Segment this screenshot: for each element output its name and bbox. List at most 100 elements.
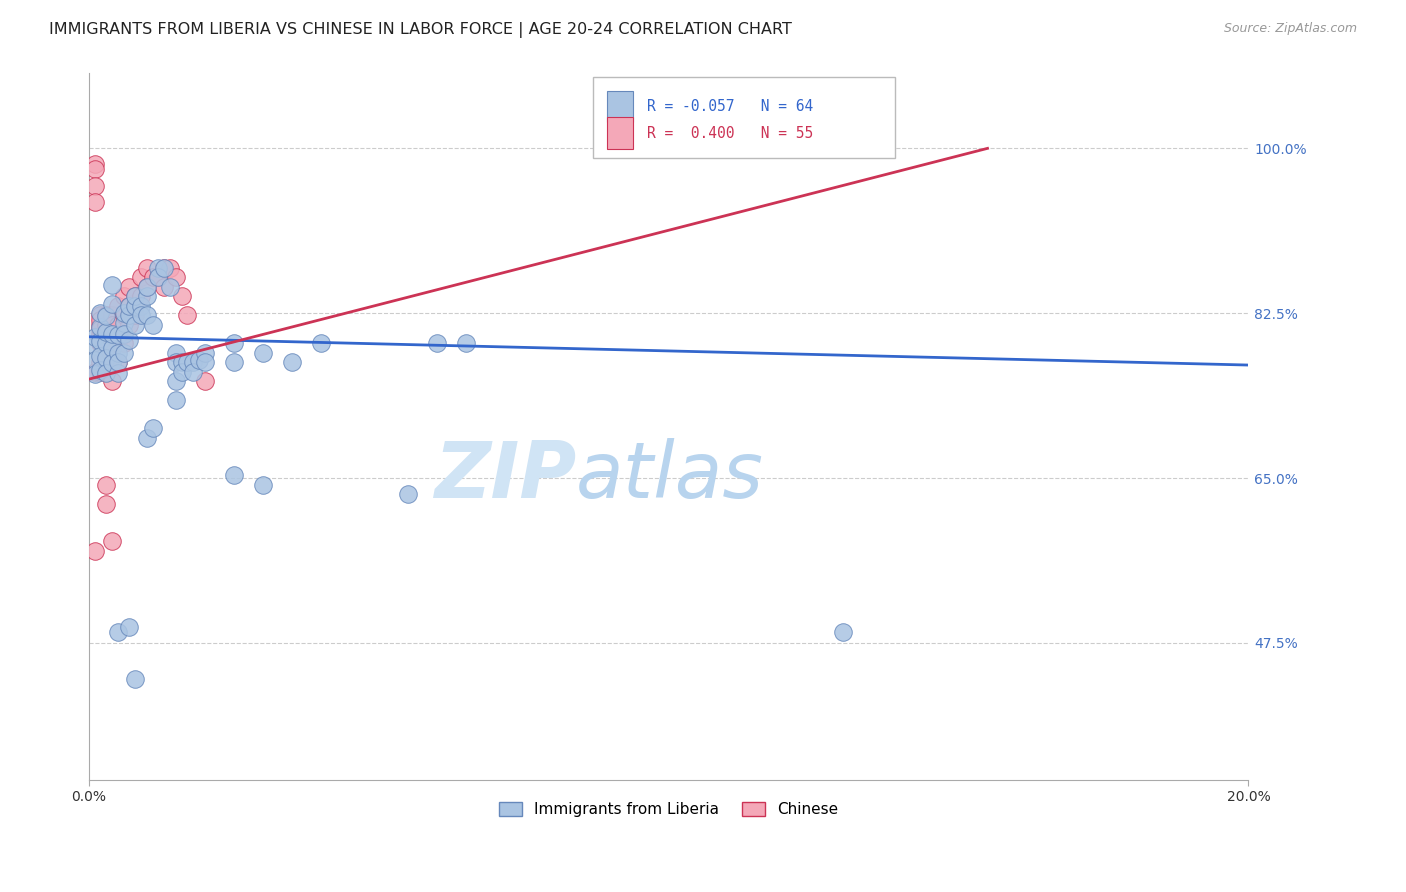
Point	[129, 299, 152, 313]
Point	[194, 355, 217, 369]
Point	[89, 308, 111, 322]
Point	[101, 355, 124, 369]
Point	[773, 141, 796, 155]
Point	[101, 297, 124, 311]
Point	[89, 306, 111, 320]
Point	[112, 289, 135, 303]
Point	[107, 366, 129, 380]
Point	[89, 349, 111, 363]
Point	[83, 368, 105, 382]
Point	[165, 392, 187, 407]
Point	[112, 336, 135, 351]
Point	[94, 366, 117, 380]
Point	[101, 318, 124, 332]
Point	[89, 365, 111, 379]
Point	[181, 355, 204, 369]
Point	[112, 308, 135, 322]
Point	[170, 355, 193, 369]
Point	[135, 431, 157, 445]
Point	[141, 421, 163, 435]
Point	[89, 336, 111, 351]
Point	[153, 260, 176, 275]
Point	[124, 318, 146, 332]
Point	[101, 326, 124, 341]
Point	[159, 260, 181, 275]
Point	[118, 280, 141, 294]
Point	[83, 339, 105, 353]
Text: R =  0.400   N = 55: R = 0.400 N = 55	[647, 126, 813, 141]
Point	[129, 289, 152, 303]
Point	[94, 336, 117, 351]
Point	[89, 320, 111, 334]
Point	[83, 330, 105, 344]
Point	[129, 308, 152, 322]
Point	[94, 346, 117, 360]
Point	[252, 477, 274, 491]
Point	[148, 260, 170, 275]
Point	[176, 308, 198, 322]
Point	[124, 299, 146, 313]
Point	[194, 374, 217, 388]
Point	[124, 289, 146, 303]
Point	[112, 306, 135, 320]
Point	[94, 325, 117, 339]
Point	[94, 365, 117, 379]
Point	[107, 624, 129, 639]
Point	[94, 318, 117, 332]
Point	[153, 260, 176, 275]
Point	[148, 270, 170, 285]
Point	[194, 346, 217, 360]
Point	[396, 487, 419, 501]
Point	[94, 497, 117, 511]
Point	[89, 334, 111, 349]
Point	[101, 374, 124, 388]
Point	[148, 270, 170, 285]
Point	[222, 336, 245, 351]
Point	[118, 620, 141, 634]
Point	[135, 280, 157, 294]
Point	[94, 309, 117, 323]
Point	[83, 353, 105, 368]
Point	[94, 336, 117, 351]
Point	[181, 365, 204, 379]
Point	[176, 355, 198, 369]
Text: Source: ZipAtlas.com: Source: ZipAtlas.com	[1223, 22, 1357, 36]
Point	[129, 270, 152, 285]
Point	[89, 313, 111, 327]
Point	[165, 270, 187, 285]
Point	[101, 356, 124, 370]
Point	[101, 277, 124, 292]
Point	[107, 346, 129, 360]
Text: ZIP: ZIP	[433, 438, 576, 514]
Point	[118, 318, 141, 332]
Point	[83, 179, 105, 194]
Point	[107, 336, 129, 351]
Point	[89, 355, 111, 369]
Point	[280, 355, 302, 369]
Point	[165, 374, 187, 388]
Point	[165, 355, 187, 369]
Point	[252, 346, 274, 360]
Point	[426, 336, 449, 351]
Point	[141, 270, 163, 285]
Point	[101, 534, 124, 549]
Point	[135, 308, 157, 322]
Point	[89, 318, 111, 332]
Point	[83, 195, 105, 210]
Point	[83, 162, 105, 177]
Point	[101, 308, 124, 322]
Point	[124, 672, 146, 686]
Point	[222, 355, 245, 369]
Point	[83, 543, 105, 558]
Text: R = -0.057   N = 64: R = -0.057 N = 64	[647, 99, 813, 114]
Point	[454, 336, 477, 351]
FancyBboxPatch shape	[593, 77, 894, 158]
Point	[94, 308, 117, 322]
Point	[83, 157, 105, 171]
Point	[187, 353, 209, 368]
Point	[141, 318, 163, 332]
Point	[831, 624, 853, 639]
Point	[94, 351, 117, 365]
Point	[107, 355, 129, 369]
FancyBboxPatch shape	[607, 91, 633, 122]
